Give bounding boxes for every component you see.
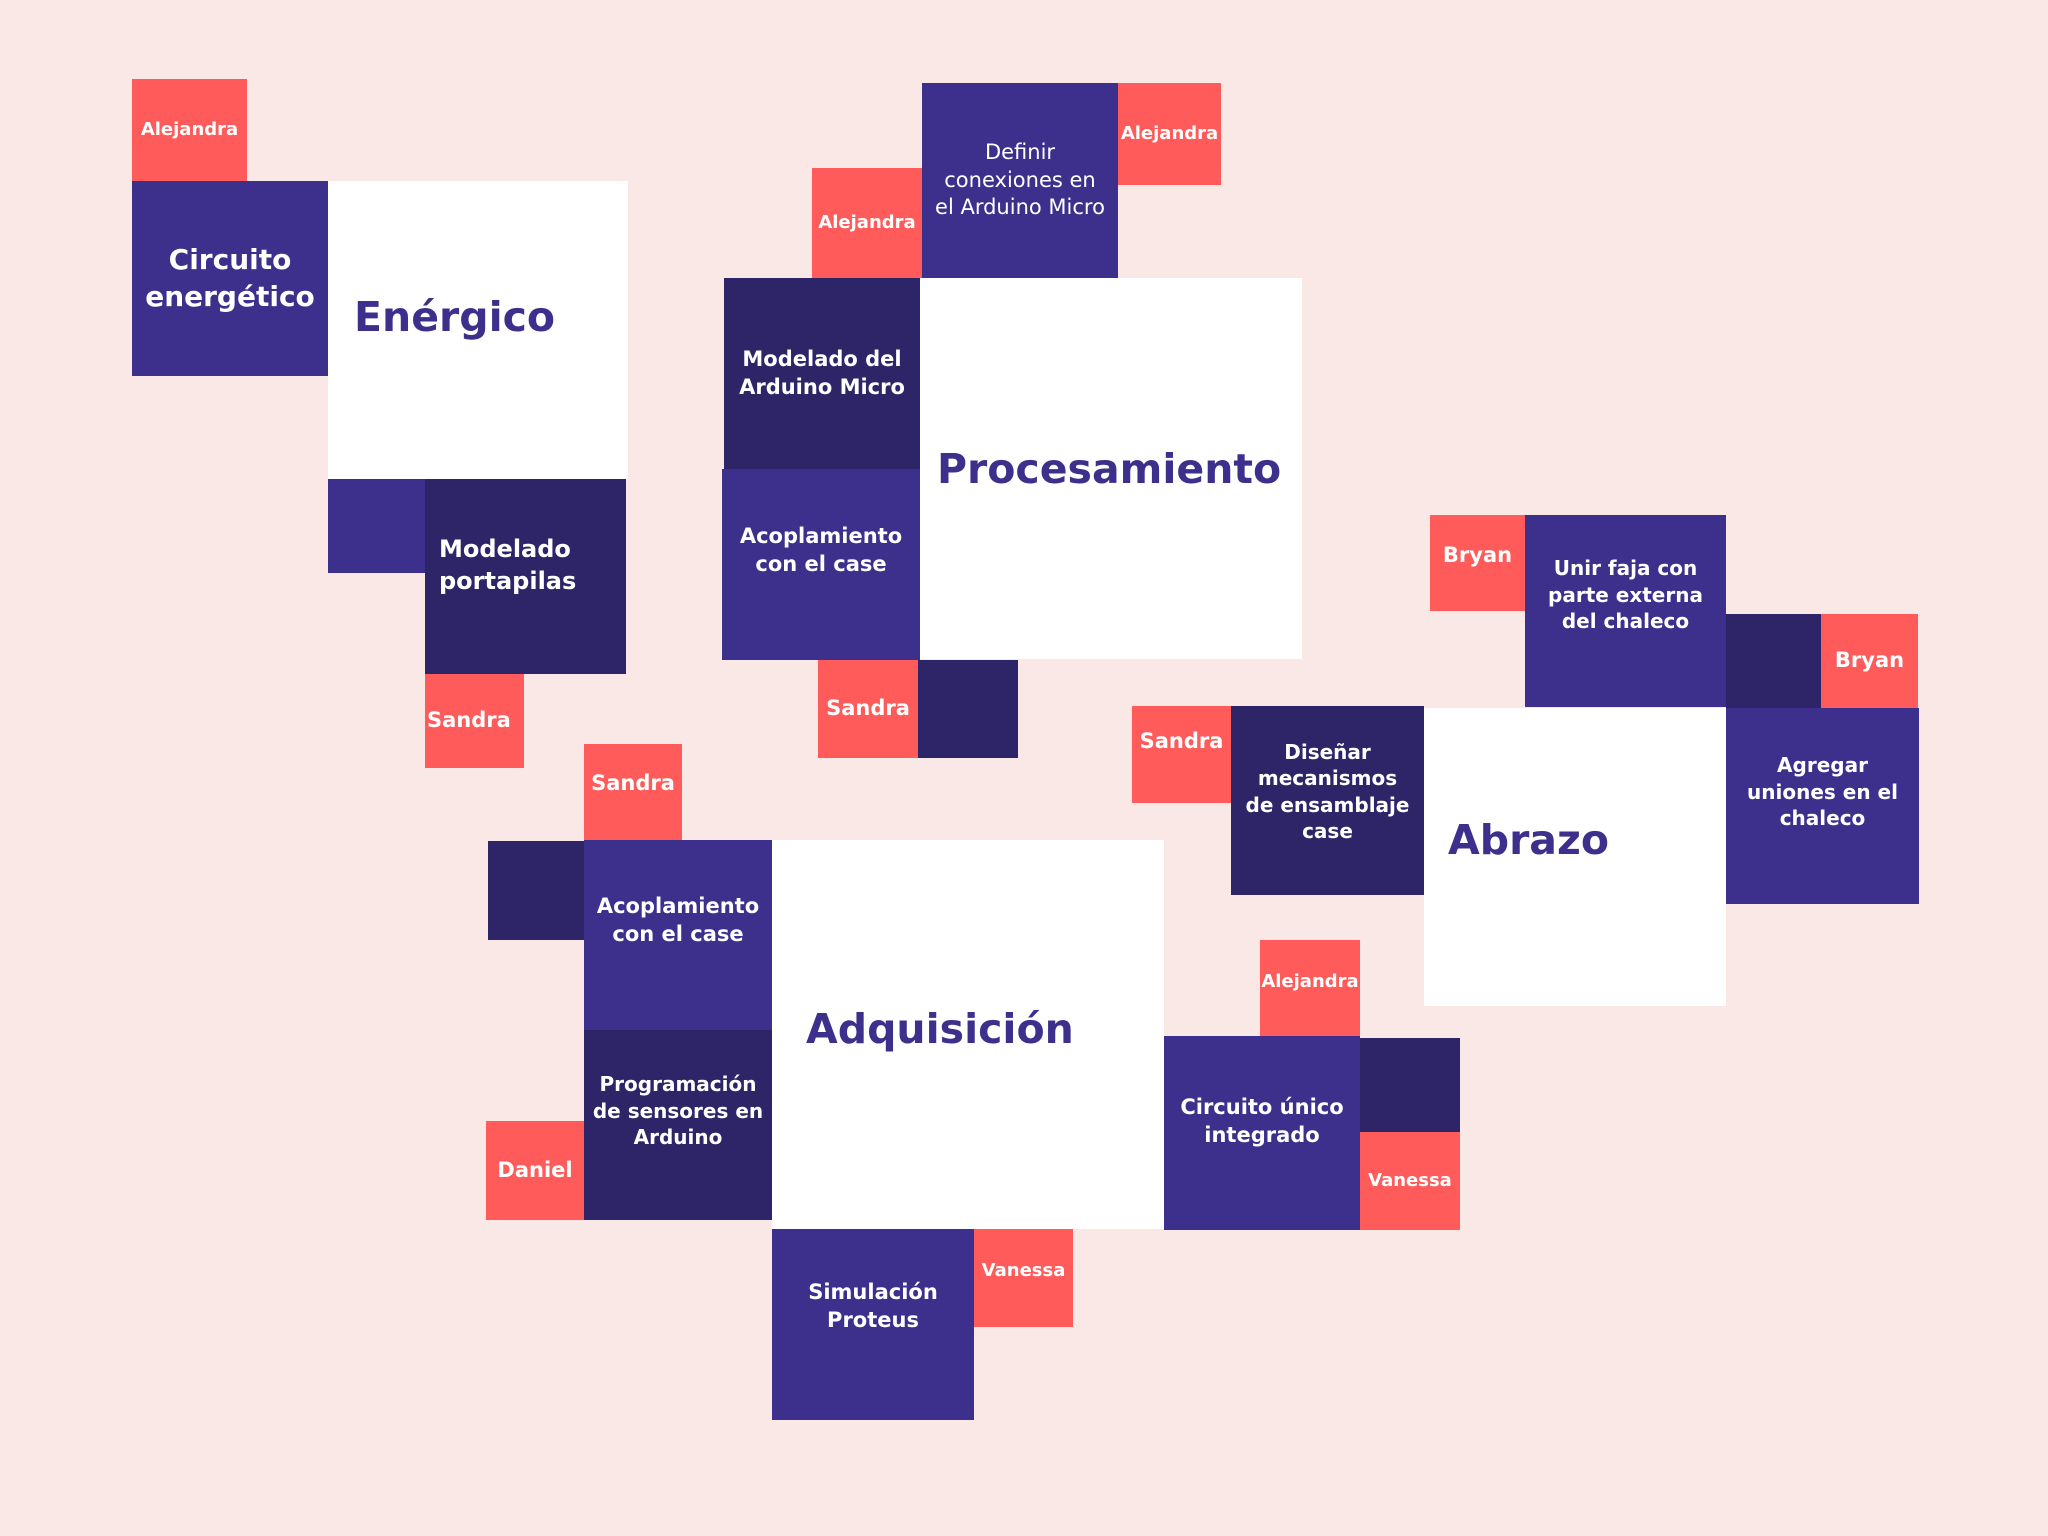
cluster-title-adquisicion: Adquisición xyxy=(772,840,1164,1229)
task-circuito-unico: Circuito único integrado xyxy=(1164,1036,1360,1230)
task-circuito-energetico: Circuito energético xyxy=(132,181,328,376)
cluster-title-energico: Enérgico xyxy=(328,181,628,479)
assignee-tag: Bryan xyxy=(1821,614,1918,708)
decorative-block xyxy=(1360,1038,1460,1136)
task-unir-faja: Unir faja con parte externa del chaleco xyxy=(1525,515,1726,707)
assignee-tag: Vanessa xyxy=(1360,1132,1460,1230)
task-modelado-portapilas: Modelado portapilas xyxy=(425,479,626,674)
assignee-tag: Daniel xyxy=(486,1121,584,1220)
assignee-tag: Alejandra xyxy=(132,79,247,181)
task-disenar-mecanismos: Diseñar mecanismos de ensamblaje case xyxy=(1231,706,1424,895)
decorative-block xyxy=(918,660,1018,758)
assignee-tag: Alejandra xyxy=(812,168,922,278)
assignee-tag: Bryan xyxy=(1430,515,1525,611)
task-acoplamiento-case: Acoplamiento con el case xyxy=(722,469,920,660)
assignee-tag: Sandra xyxy=(1132,706,1231,803)
cluster-title-procesamiento: Procesamiento xyxy=(920,278,1302,659)
assignee-tag: Alejandra xyxy=(1260,940,1360,1036)
task-programacion-sensores: Programación de sensores en Arduino xyxy=(584,1030,772,1220)
decorative-block xyxy=(488,841,586,940)
assignee-tag: Sandra xyxy=(584,744,682,841)
task-agregar-uniones: Agregar uniones en el chaleco xyxy=(1726,708,1919,904)
task-simulacion-proteus: Simulación Proteus xyxy=(772,1229,974,1420)
decorative-block xyxy=(328,479,425,573)
assignee-tag: Sandra xyxy=(818,660,918,758)
cluster-title-abrazo: Abrazo xyxy=(1424,708,1726,1006)
assignee-tag: Alejandra xyxy=(1118,83,1221,185)
assignee-tag: Vanessa xyxy=(974,1229,1073,1327)
task-modelado-arduino: Modelado del Arduino Micro xyxy=(724,278,920,469)
decorative-block xyxy=(1726,614,1821,708)
task-acoplamiento-case-2: Acoplamiento con el case xyxy=(584,840,772,1030)
task-definir-conexiones: Definir conexiones en el Arduino Micro xyxy=(922,83,1118,278)
assignee-tag: Sandra xyxy=(425,674,524,768)
